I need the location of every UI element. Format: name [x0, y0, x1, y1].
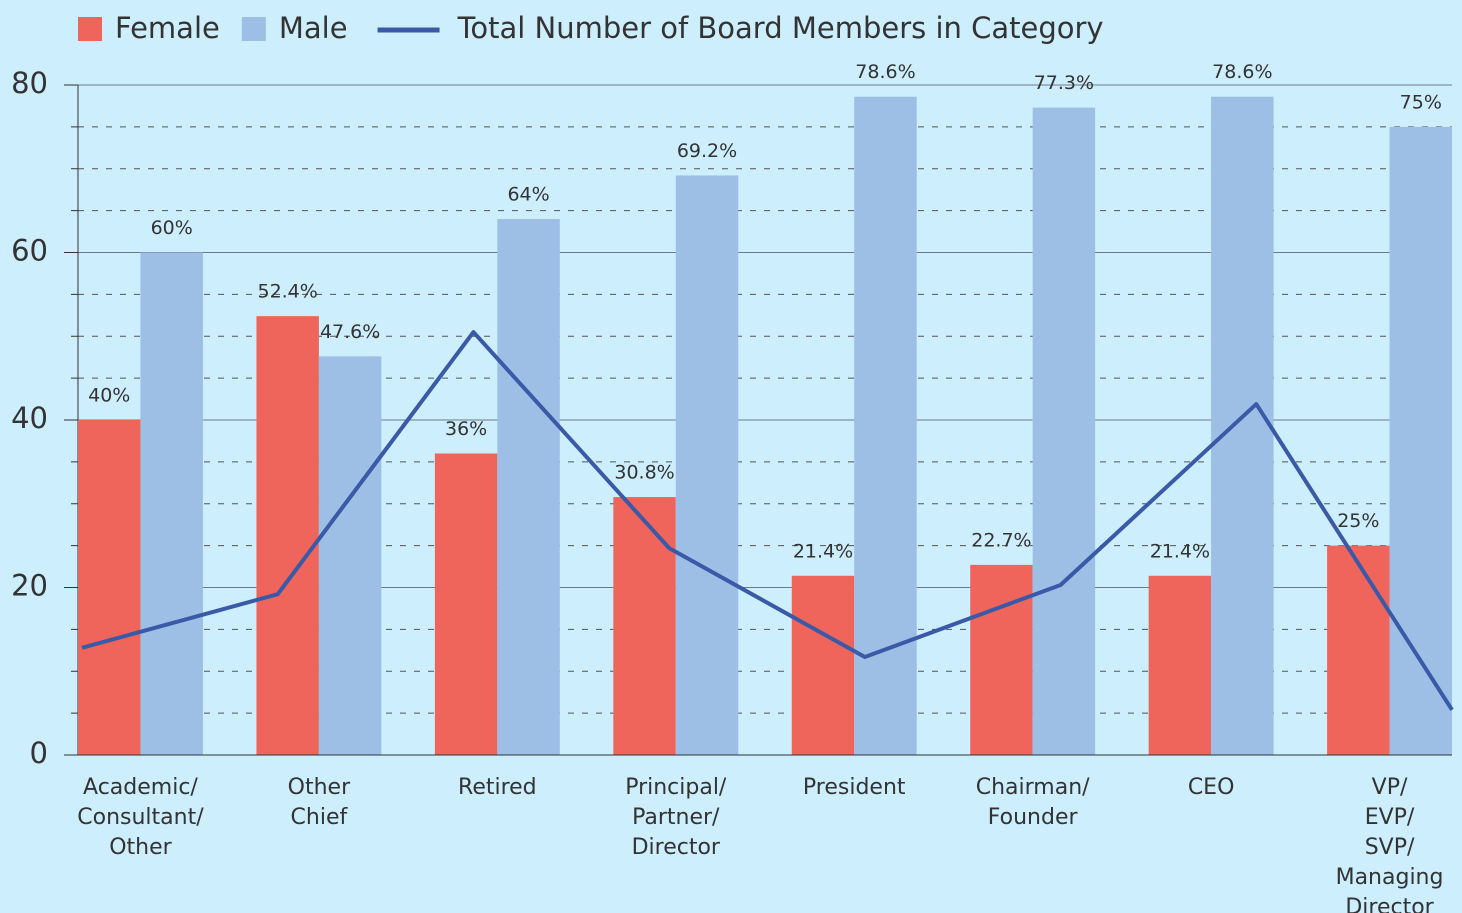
bar: [78, 420, 141, 755]
bar: [791, 575, 855, 755]
x-tick-line: Director: [632, 835, 721, 860]
x-tick-line: Other: [109, 835, 172, 860]
x-tick-line: CEO: [1188, 775, 1235, 800]
x-tick-line: Founder: [988, 805, 1079, 830]
bar: [1389, 126, 1452, 755]
value-label: 22.7%: [971, 529, 1031, 551]
legend-label: Total Number of Board Members in Categor…: [457, 11, 1104, 45]
x-tick-label: Chairman/Founder: [976, 775, 1090, 830]
value-label: 36%: [445, 418, 487, 440]
bar: [497, 219, 560, 755]
legend-label: Male: [279, 11, 348, 45]
bar: [434, 453, 498, 755]
x-tick-label: Principal/Partner/Director: [625, 775, 727, 860]
value-label: 60%: [151, 217, 193, 239]
bar: [970, 564, 1033, 755]
bar: [613, 497, 676, 755]
value-label: 47.6%: [320, 321, 380, 343]
x-tick-label: Retired: [458, 775, 537, 800]
bar: [1032, 107, 1096, 756]
legend-swatch: [241, 17, 266, 41]
value-label: 75%: [1400, 91, 1442, 113]
x-tick-line: VP/: [1372, 775, 1408, 800]
value-label: 25%: [1337, 510, 1379, 532]
bar: [318, 356, 382, 755]
value-label: 69.2%: [677, 140, 737, 162]
y-tick-label: 80: [11, 66, 48, 100]
x-tick-line: President: [803, 775, 906, 800]
bar: [256, 316, 319, 755]
bar: [675, 175, 739, 755]
bar: [140, 252, 203, 755]
value-label: 77.3%: [1034, 72, 1094, 94]
x-tick-line: SVP/: [1365, 835, 1415, 860]
x-tick-line: Other: [288, 775, 351, 800]
x-tick-label: Academic/Consultant/Other: [77, 775, 204, 860]
x-tick-line: Chief: [291, 805, 349, 830]
bar: [1327, 545, 1390, 755]
bar: [854, 96, 917, 756]
value-label: 40%: [88, 385, 130, 407]
x-tick-label: VP/EVP/SVP/Managing Director: [1336, 775, 1444, 913]
legend-label: Female: [115, 11, 220, 45]
x-tick-line: Partner/: [632, 805, 720, 830]
value-label: 52.4%: [257, 281, 317, 303]
y-tick-label: 0: [30, 736, 48, 770]
bar: [1211, 96, 1274, 756]
x-tick-line: Principal/: [625, 775, 727, 800]
x-tick-line: Retired: [458, 775, 537, 800]
x-tick-line: Academic/: [83, 775, 198, 800]
y-tick-label: 60: [11, 234, 48, 268]
x-tick-line: Director: [1345, 895, 1434, 913]
bar: [1148, 575, 1212, 755]
x-tick-label: President: [803, 775, 906, 800]
legend-swatch: [78, 17, 102, 41]
x-tick-label: Other Chief: [288, 775, 351, 830]
value-label: 21.4%: [793, 540, 853, 562]
value-label: 30.8%: [614, 462, 674, 484]
x-tick-label: CEO: [1188, 775, 1235, 800]
value-label: 64%: [507, 184, 549, 206]
x-tick-line: Chairman/: [976, 775, 1090, 800]
y-tick-label: 20: [11, 569, 48, 603]
x-tick-line: EVP/: [1365, 805, 1415, 830]
value-label: 21.4%: [1150, 540, 1210, 562]
value-label: 78.6%: [1212, 61, 1272, 83]
y-tick-label: 40: [11, 401, 48, 435]
value-label: 78.6%: [855, 61, 915, 83]
x-tick-line: Consultant/: [77, 805, 204, 830]
x-tick-line: Managing: [1336, 865, 1444, 890]
total-line: [81, 330, 1454, 711]
